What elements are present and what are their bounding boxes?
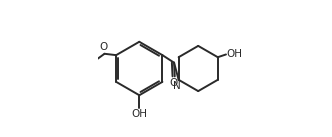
Text: O: O bbox=[170, 78, 178, 88]
Text: OH: OH bbox=[131, 109, 147, 119]
Text: OH: OH bbox=[227, 49, 243, 59]
Text: O: O bbox=[100, 42, 108, 52]
Text: N: N bbox=[173, 81, 181, 91]
